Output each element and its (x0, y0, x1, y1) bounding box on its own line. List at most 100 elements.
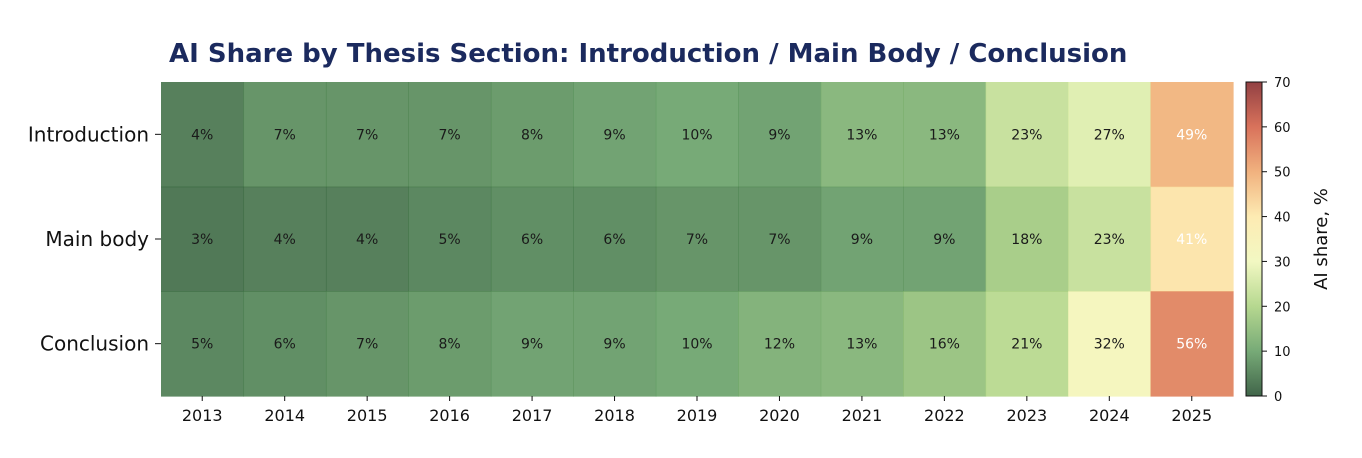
heatmap-cell (325, 82, 409, 188)
heatmap-cell (1150, 291, 1234, 397)
heatmap-cell (243, 291, 327, 397)
cell-value-label: 10% (681, 127, 712, 143)
cell-value-label: 9% (768, 127, 790, 143)
cell-value-label: 23% (1011, 127, 1042, 143)
heatmap-cell (820, 291, 904, 397)
heatmap-cell (903, 82, 987, 188)
column-label: 2014 (264, 406, 305, 425)
column-label: 2013 (182, 406, 223, 425)
colorbar-label: AI share, % (1311, 188, 1332, 290)
cell-value-label: 27% (1094, 127, 1125, 143)
heatmap-cell (1150, 186, 1234, 292)
cell-value-label: 6% (274, 337, 296, 353)
heatmap-cell (490, 82, 574, 188)
column-label: 2022 (924, 406, 965, 425)
cell-value-label: 56% (1176, 337, 1207, 353)
colorbar-tick-label: 40 (1274, 211, 1291, 226)
cell-value-label: 13% (846, 337, 877, 353)
cell-value-label: 9% (933, 232, 955, 248)
cell-value-label: 16% (929, 337, 960, 353)
cell-value-label: 12% (764, 337, 795, 353)
row-label: Introduction (28, 122, 149, 146)
cell-value-label: 9% (521, 337, 543, 353)
heatmap-cell (985, 291, 1069, 397)
cell-value-label: 7% (439, 127, 461, 143)
heatmap-cell (161, 291, 245, 397)
heatmap-cell (655, 186, 739, 292)
heatmap-cell (1068, 186, 1152, 292)
heatmap-cell (1068, 291, 1152, 397)
heatmap-cell (820, 82, 904, 188)
heatmap-cell (490, 291, 574, 397)
row-label: Main body (45, 227, 149, 251)
heatmap-cell (573, 186, 657, 292)
heatmap-cell (738, 186, 822, 292)
heatmap-cell (655, 82, 739, 188)
column-label: 2018 (594, 406, 635, 425)
cell-value-label: 4% (356, 232, 378, 248)
heatmap-cell (573, 82, 657, 188)
colorbar-tick-label: 60 (1274, 121, 1291, 136)
cell-value-label: 9% (603, 337, 625, 353)
heatmap-cell (161, 186, 245, 292)
colorbar-tick-label: 20 (1274, 300, 1291, 315)
cell-value-label: 41% (1176, 232, 1207, 248)
column-label: 2025 (1171, 406, 1212, 425)
cell-value-label: 23% (1094, 232, 1125, 248)
column-label: 2016 (429, 406, 470, 425)
cell-value-label: 4% (191, 127, 213, 143)
cell-value-label: 5% (439, 232, 461, 248)
heatmap-cell (903, 186, 987, 292)
column-label: 2023 (1006, 406, 1047, 425)
cell-value-label: 6% (603, 232, 625, 248)
cell-value-label: 7% (768, 232, 790, 248)
column-label: 2019 (677, 406, 718, 425)
heatmap-cell (903, 291, 987, 397)
cell-value-label: 9% (851, 232, 873, 248)
colorbar-tick-label: 10 (1274, 345, 1291, 360)
heatmap-cell (655, 291, 739, 397)
heatmap-cell (408, 186, 492, 292)
heatmap-cell (738, 291, 822, 397)
cell-value-label: 8% (439, 337, 461, 353)
cell-value-label: 21% (1011, 337, 1042, 353)
cell-value-label: 7% (356, 127, 378, 143)
cell-value-label: 9% (603, 127, 625, 143)
heatmap-cell (325, 291, 409, 397)
cell-value-label: 3% (191, 232, 213, 248)
column-label: 2017 (512, 406, 553, 425)
row-labels: Introduction Main body Conclusion (28, 122, 161, 356)
row-label: Conclusion (40, 332, 149, 356)
heatmap-cells: 4% 7% 7% 7% 8% 9% 10% 9% 13% 13% 23% 27% 49% 3% 4% 4% 5%… (161, 82, 1234, 397)
cell-value-label: 13% (846, 127, 877, 143)
heatmap-cell (408, 82, 492, 188)
heatmap-cell (161, 82, 245, 188)
cell-value-label: 7% (686, 232, 708, 248)
heatmap-cell (1068, 82, 1152, 188)
column-label: 2021 (842, 406, 883, 425)
heatmap-cell (985, 186, 1069, 292)
colorbar-gradient (1245, 81, 1263, 397)
colorbar-tick-label: 30 (1274, 255, 1291, 270)
cell-value-label: 18% (1011, 232, 1042, 248)
heatmap-cell (243, 186, 327, 292)
heatmap-cell (573, 291, 657, 397)
column-label: 2024 (1089, 406, 1130, 425)
heatmap-cell (490, 186, 574, 292)
cell-value-label: 6% (521, 232, 543, 248)
cell-value-label: 32% (1094, 337, 1125, 353)
heatmap-cell (738, 82, 822, 188)
colorbar: 0 10 20 30 40 50 60 70 AI share, % (1245, 76, 1332, 405)
heatmap-cell (985, 82, 1069, 188)
heatmap-cell (1150, 82, 1234, 188)
chart-title: AI Share by Thesis Section: Introduction… (169, 39, 1128, 69)
colorbar-tick-label: 0 (1274, 390, 1282, 405)
heatmap-cell (243, 82, 327, 188)
column-labels: 2013 2014 2015 2016 2017 2018 2019 2020 2021 2022… (182, 396, 1212, 425)
cell-value-label: 10% (681, 337, 712, 353)
column-label: 2020 (759, 406, 800, 425)
cell-value-label: 13% (929, 127, 960, 143)
cell-value-label: 5% (191, 337, 213, 353)
cell-value-label: 7% (274, 127, 296, 143)
